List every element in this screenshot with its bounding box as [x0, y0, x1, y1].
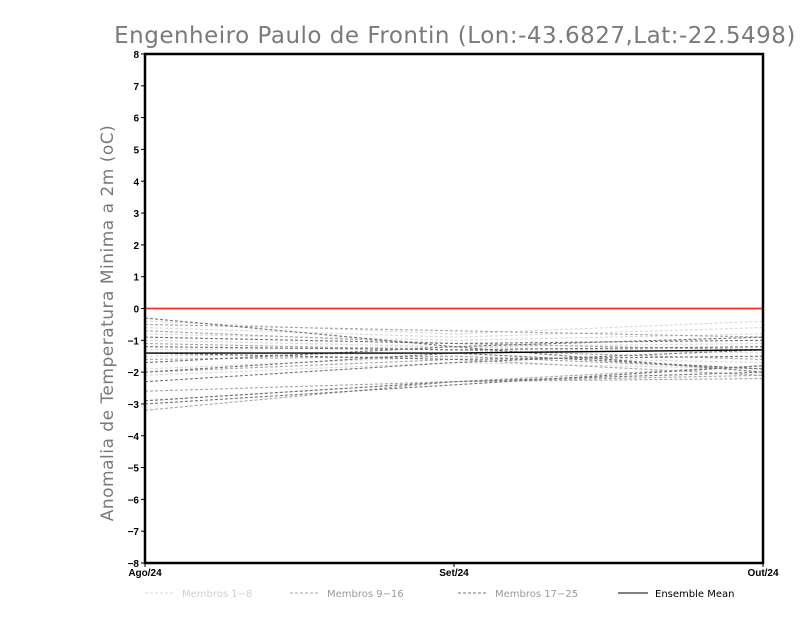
member-line-g3-3 — [144, 346, 764, 351]
member-line-g3-1 — [144, 317, 764, 348]
y-tick-label: −8 — [128, 559, 140, 570]
member-line-g1-7 — [144, 355, 764, 370]
member-line-g1-4 — [144, 339, 764, 348]
member-line-g2-7 — [144, 377, 764, 402]
legend-label-3: Membros 17−25 — [495, 589, 578, 600]
x-tick-label: Out/24 — [747, 568, 779, 579]
y-tick-label: −1 — [128, 336, 140, 347]
y-tick-label: 3 — [133, 209, 139, 220]
y-tick-label: −3 — [128, 400, 140, 411]
ensemble-mean-group — [145, 349, 764, 354]
y-tick-label: −5 — [128, 464, 140, 475]
x-tick-label: Ago/24 — [128, 568, 162, 579]
legend: Membros 1−8 Membros 9−16 Membros 17−25 Ense… — [145, 589, 734, 600]
member-line-g3-9 — [144, 365, 764, 405]
member-line-g3-6 — [144, 352, 764, 373]
member-line-g1-2 — [144, 327, 764, 338]
legend-label-4: Ensemble Mean — [655, 589, 734, 600]
member-line-g3-2 — [144, 336, 764, 345]
member-line-g2-6 — [144, 365, 764, 392]
y-tick-label: 2 — [133, 241, 139, 252]
y-tick-label: 4 — [133, 177, 139, 188]
member-line-g1-1 — [144, 320, 764, 335]
y-tick-label: 7 — [133, 82, 139, 93]
y-tick-label: 6 — [133, 114, 139, 125]
member-line-g2-1 — [144, 323, 764, 338]
y-tick-label: 0 — [133, 305, 139, 316]
y-tick-label: 8 — [133, 50, 139, 61]
y-tick-label: −2 — [128, 368, 140, 379]
member-line-g3-4 — [144, 352, 764, 360]
chart-title: Engenheiro Paulo de Frontin (Lon:-43.682… — [114, 23, 796, 49]
member-line-g1-6 — [144, 346, 764, 357]
ensemble-mean-line — [145, 349, 764, 354]
member-line-g2-4 — [144, 355, 764, 370]
x-tick-label: Set/24 — [439, 568, 469, 579]
legend-label-1: Membros 1−8 — [182, 589, 252, 600]
member-line-g1-8 — [144, 362, 764, 376]
member-line-g2-5 — [144, 358, 764, 376]
member-line-g2-8 — [144, 374, 764, 411]
y-tick-label: −7 — [128, 527, 140, 538]
y-tick-label: 5 — [133, 145, 139, 156]
member-line-g2-3 — [144, 342, 764, 360]
y-axis-label: Anomalia de Temperatura Minima a 2m (oC) — [98, 125, 118, 522]
y-tick-label: −6 — [128, 495, 140, 506]
y-tick-label: 1 — [133, 273, 139, 284]
x-axis-ticks: Ago/24 Set/24 Out/24 — [128, 563, 779, 579]
member-line-g3-8 — [144, 371, 764, 402]
y-axis-ticks: 8 7 6 5 4 3 2 1 0 −1 −2 −3 −4 −5 −6 −7 −8 — [128, 50, 145, 570]
y-tick-label: −4 — [128, 432, 140, 443]
member-lines-group — [144, 317, 764, 411]
member-line-g3-7 — [144, 349, 764, 383]
member-line-g1-3 — [144, 333, 764, 341]
legend-label-2: Membros 9−16 — [327, 589, 404, 600]
